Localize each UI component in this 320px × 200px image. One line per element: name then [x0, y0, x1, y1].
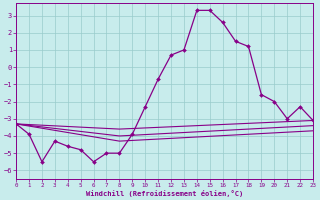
X-axis label: Windchill (Refroidissement éolien,°C): Windchill (Refroidissement éolien,°C) [86, 190, 243, 197]
